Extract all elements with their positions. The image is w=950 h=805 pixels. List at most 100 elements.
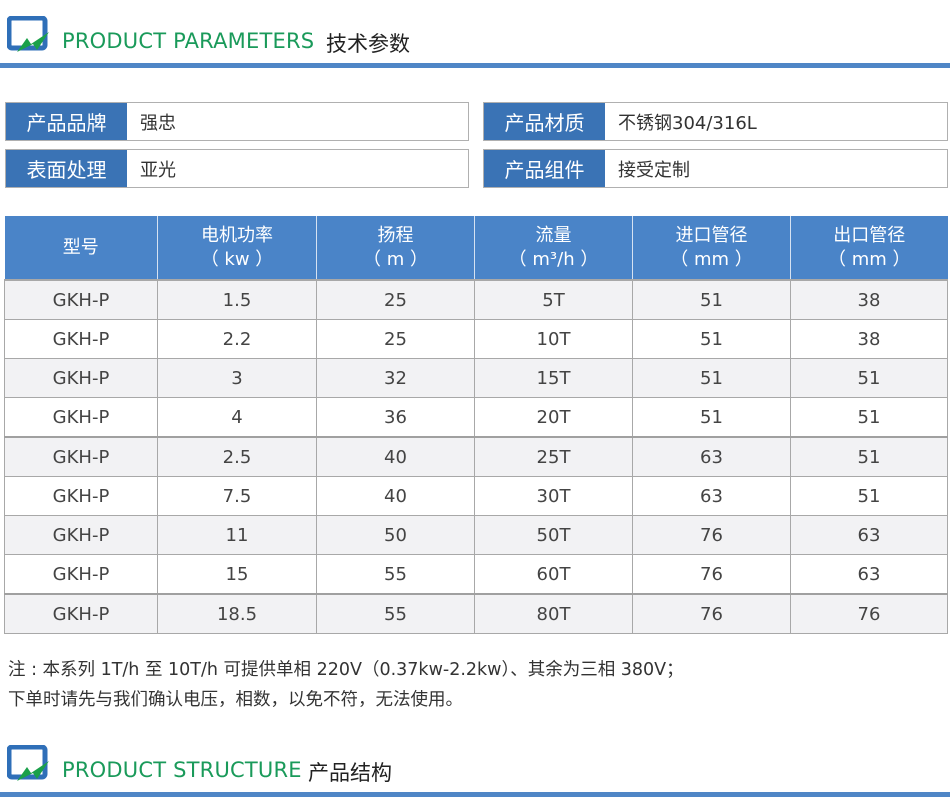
- table-cell: 55: [316, 593, 475, 634]
- table-cell: 15: [157, 554, 317, 595]
- table-cell: 63: [790, 554, 948, 595]
- table-cell: 10T: [474, 319, 633, 359]
- spec-label: 产品组件: [484, 150, 605, 187]
- table-row: GKH-P 18.5 55 80T 76 76: [4, 593, 948, 634]
- table-cell: GKH-P: [4, 319, 158, 359]
- table-cell: 76: [790, 593, 948, 634]
- column-header-unit: （ mm ）: [670, 248, 753, 270]
- table-row: GKH-P 2.2 25 10T 51 38: [4, 319, 948, 359]
- table-cell: 76: [632, 515, 791, 555]
- table-cell: 4: [157, 397, 317, 438]
- table-row: GKH-P 11 50 50T 76 63: [4, 515, 948, 555]
- table-cell: 63: [632, 436, 791, 477]
- spec-value: 强忠: [140, 112, 176, 134]
- spec-label: 产品材质: [484, 103, 605, 140]
- table-cell: 51: [632, 397, 791, 438]
- table-cell: 36: [316, 397, 475, 438]
- table-cell: 51: [790, 358, 948, 398]
- section-title-en: PRODUCT PARAMETERS: [62, 29, 315, 53]
- table-cell: 2.2: [157, 319, 317, 359]
- spec-value: 接受定制: [618, 159, 690, 181]
- column-header: 流量（ m³/h ）: [474, 216, 633, 281]
- table-cell: GKH-P: [4, 476, 158, 516]
- table-cell: GKH-P: [4, 358, 158, 398]
- column-header-unit: （ mm ）: [827, 248, 911, 270]
- table-row: GKH-P 4 36 20T 51 51: [4, 397, 948, 438]
- table-cell: 51: [790, 476, 948, 516]
- section-title-cn: 产品结构: [308, 761, 392, 785]
- table-cell: 51: [790, 397, 948, 438]
- table-cell: 2.5: [157, 436, 317, 477]
- table-cell: 76: [632, 593, 791, 634]
- table-cell: 7.5: [157, 476, 317, 516]
- table-cell: 76: [632, 554, 791, 595]
- table-cell: 1.5: [157, 279, 317, 320]
- table-cell: 63: [790, 515, 948, 555]
- column-header: 进口管径（ mm ）: [632, 216, 791, 281]
- table-cell: 63: [632, 476, 791, 516]
- table-cell: 25: [316, 279, 475, 320]
- table-cell: 51: [632, 358, 791, 398]
- spec-surface: 表面处理 亚光: [5, 149, 469, 188]
- column-header-title: 电机功率: [201, 224, 273, 246]
- table-cell: 50T: [474, 515, 633, 555]
- table-header-row: 型号 电机功率（ kw ）扬程（ m ）流量（ m³/h ）进口管径（ mm ）出…: [4, 216, 948, 281]
- table-cell: 38: [790, 319, 948, 359]
- table-cell: 40: [316, 436, 475, 477]
- column-header-unit: （ m ）: [363, 248, 428, 270]
- table-cell: GKH-P: [4, 397, 158, 438]
- table-cell: 38: [790, 279, 948, 320]
- section-divider: [0, 792, 950, 797]
- parameters-table: 型号 电机功率（ kw ）扬程（ m ）流量（ m³/h ）进口管径（ mm ）出…: [4, 216, 948, 634]
- spec-brand: 产品品牌 强忠: [5, 102, 469, 141]
- section-header-parameters: PRODUCT PARAMETERS 技术参数: [0, 16, 950, 76]
- table-cell: 18.5: [157, 593, 317, 634]
- table-cell: GKH-P: [4, 515, 158, 555]
- column-header: 型号: [4, 216, 158, 281]
- table-row: GKH-P 1.5 25 5T 51 38: [4, 279, 948, 320]
- spec-label: 表面处理: [6, 150, 127, 187]
- column-header-title: 出口管径: [833, 224, 906, 246]
- table-cell: GKH-P: [4, 279, 158, 320]
- spec-value: 亚光: [140, 159, 176, 181]
- table-cell: 51: [632, 279, 791, 320]
- table-cell: 5T: [474, 279, 633, 320]
- table-cell: 51: [632, 319, 791, 359]
- table-cell: GKH-P: [4, 554, 158, 595]
- table-cell: 15T: [474, 358, 633, 398]
- zn-logo-icon: [7, 745, 49, 781]
- table-cell: 25T: [474, 436, 633, 477]
- note-line-2: 下单时请先与我们确认电压，相数，以免不符，无法使用。: [8, 690, 463, 710]
- column-header-title: 扬程: [377, 224, 414, 246]
- spec-label: 产品品牌: [6, 103, 127, 140]
- table-row: GKH-P 7.5 40 30T 63 51: [4, 476, 948, 516]
- column-header: 出口管径（ mm ）: [790, 216, 948, 281]
- section-header-structure: PRODUCT STRUCTURE 产品结构: [0, 745, 950, 805]
- section-divider: [0, 63, 950, 68]
- spec-material: 产品材质 不锈钢304/316L: [483, 102, 948, 141]
- table-cell: 40: [316, 476, 475, 516]
- column-header-title: 型号: [62, 236, 99, 258]
- section-title-en: PRODUCT STRUCTURE: [62, 758, 302, 782]
- table-cell: 32: [316, 358, 475, 398]
- table-cell: 50: [316, 515, 475, 555]
- table-row: GKH-P 15 55 60T 76 63: [4, 554, 948, 595]
- table-cell: 20T: [474, 397, 633, 438]
- table-cell: 51: [790, 436, 948, 477]
- column-header-title: 流量: [535, 224, 572, 246]
- table-row: GKH-P 2.5 40 25T 63 51: [4, 436, 948, 477]
- zn-logo-icon: [7, 16, 49, 52]
- spec-components: 产品组件 接受定制: [483, 149, 948, 188]
- note-line-1: 注 : 本系列 1T/h 至 10T/h 可提供单相 220V（0.37kw-2…: [8, 660, 684, 680]
- table-cell: 55: [316, 554, 475, 595]
- table-cell: 11: [157, 515, 317, 555]
- table-cell: 80T: [474, 593, 633, 634]
- table-cell: 30T: [474, 476, 633, 516]
- table-row: GKH-P 3 32 15T 51 51: [4, 358, 948, 398]
- column-header-unit: （ m³/h ）: [508, 248, 599, 270]
- table-cell: 60T: [474, 554, 633, 595]
- column-header: 电机功率（ kw ）: [157, 216, 317, 281]
- spec-value: 不锈钢304/316L: [618, 112, 757, 134]
- table-cell: 25: [316, 319, 475, 359]
- column-header-unit: （ kw ）: [200, 248, 274, 270]
